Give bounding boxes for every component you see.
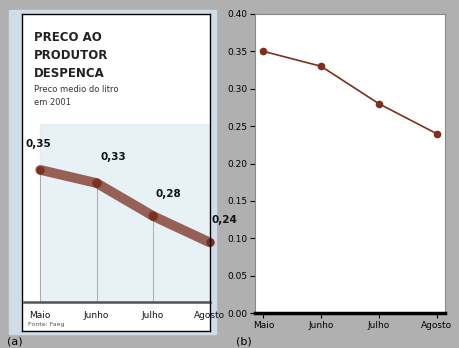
Text: em 2001: em 2001: [34, 98, 71, 107]
Text: PRODUTOR: PRODUTOR: [34, 49, 108, 62]
Text: 0,33: 0,33: [101, 152, 127, 163]
Text: Maio: Maio: [29, 311, 51, 321]
Text: Julho: Julho: [142, 311, 164, 321]
Text: DESPENCA: DESPENCA: [34, 67, 105, 80]
Text: Junho: Junho: [84, 311, 109, 321]
Text: Agosto: Agosto: [194, 311, 225, 321]
Text: Fonte: Faeg: Fonte: Faeg: [28, 322, 64, 327]
Text: (b): (b): [236, 337, 252, 347]
Text: 0,24: 0,24: [212, 215, 237, 225]
Text: (a): (a): [7, 337, 22, 347]
Text: 0,28: 0,28: [155, 189, 181, 199]
Text: PRECO AO: PRECO AO: [34, 31, 102, 45]
Text: Preco medio do litro: Preco medio do litro: [34, 85, 118, 94]
Bar: [40, 124, 210, 302]
Text: 0,35: 0,35: [26, 139, 51, 149]
